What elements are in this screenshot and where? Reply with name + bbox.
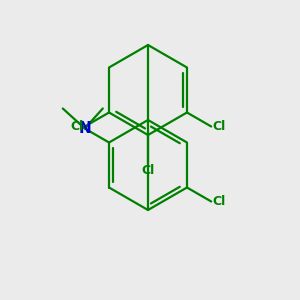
Text: Cl: Cl: [213, 120, 226, 133]
Text: Cl: Cl: [70, 120, 83, 133]
Text: Cl: Cl: [213, 195, 226, 208]
Text: Cl: Cl: [141, 164, 154, 178]
Text: N: N: [78, 121, 91, 136]
